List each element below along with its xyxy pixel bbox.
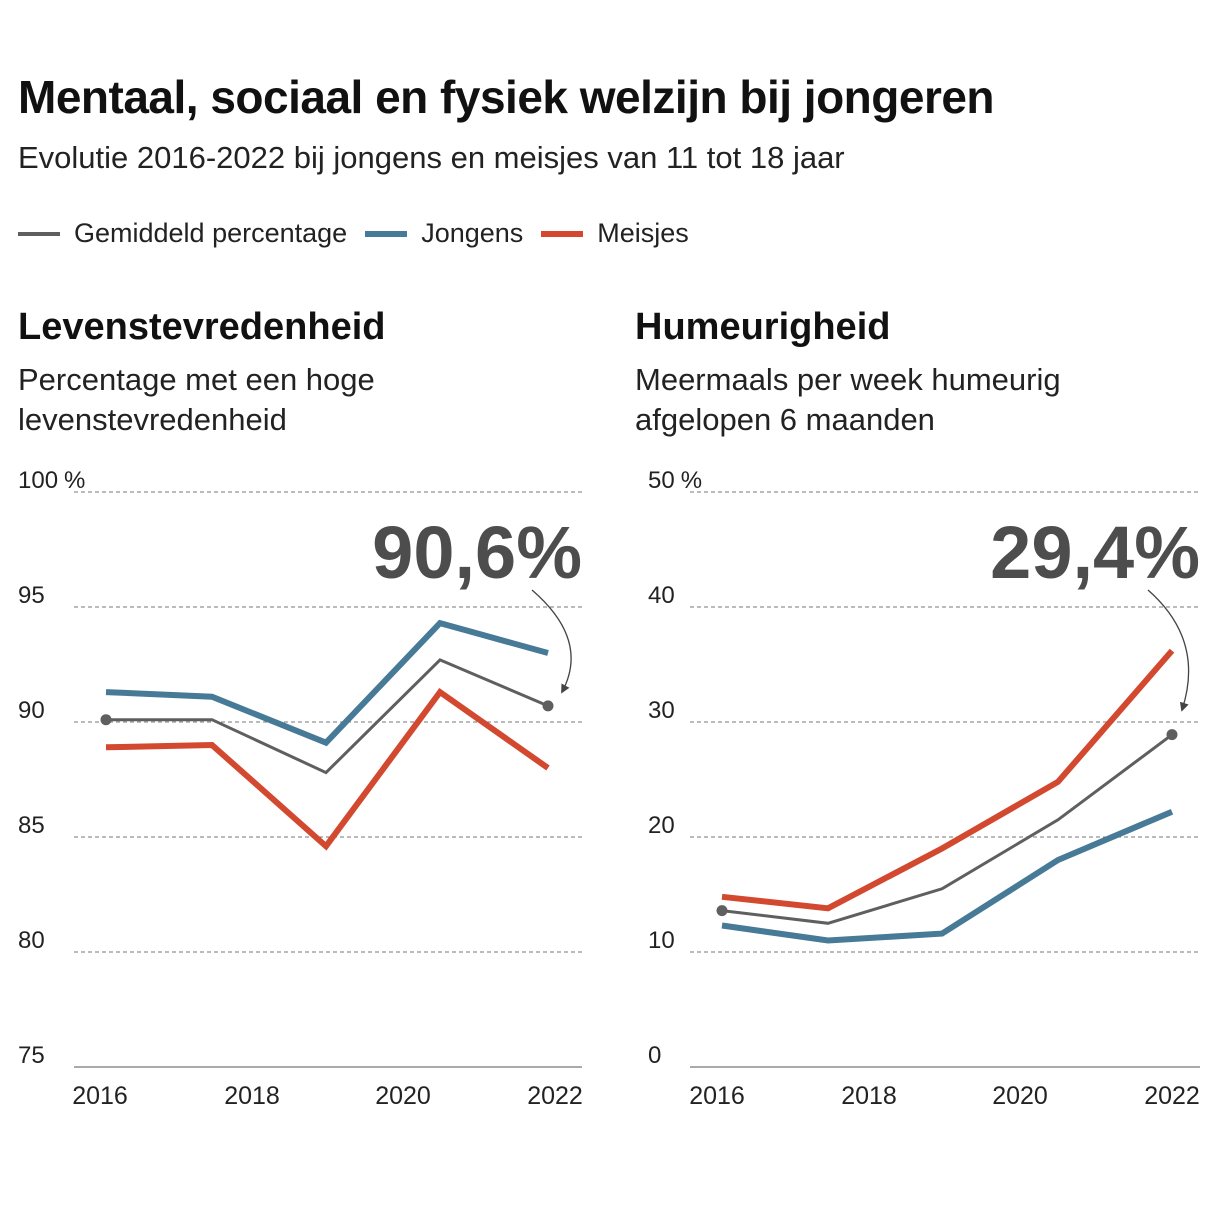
- end-dot-humeurigheid: [1166, 729, 1178, 741]
- series-line-humeurigheid-girls: [721, 648, 1175, 912]
- xtick-label-humeurigheid-2018: 2018: [841, 1082, 897, 1110]
- legend-label-average: Gemiddeld percentage: [74, 218, 348, 248]
- legend-label-girls: Meisjes: [597, 218, 689, 248]
- callout-arrow-levenstevredenheid: [531, 589, 572, 694]
- xtick-label-levenstevredenheid-2022: 2022: [527, 1082, 583, 1110]
- ytick-label-humeurigheid-10: 10: [648, 927, 675, 954]
- series-line-levenstevredenheid-girls: [105, 687, 550, 851]
- xtick-label-levenstevredenheid-2020: 2020: [375, 1082, 431, 1110]
- panel-subtitle-levenstevredenheid-line2: levenstevredenheid: [18, 402, 287, 437]
- ytick-label-humeurigheid-40: 40: [648, 582, 675, 609]
- panel-subtitle-humeurigheid-line1: Meermaals per week humeurig: [635, 362, 1061, 397]
- legend-item-average: Gemiddeld percentage: [18, 218, 347, 249]
- ytick-label-humeurigheid-50: 50%: [648, 467, 702, 494]
- panel-title-levenstevredenheid: Levenstevredenheid: [18, 306, 386, 348]
- chart-title: Mentaal, sociaal en fysiek welzijn bij j…: [18, 71, 995, 123]
- xtick-label-humeurigheid-2016: 2016: [689, 1082, 745, 1110]
- series-line-levenstevredenheid-boys: [105, 619, 549, 747]
- legend-item-boys: Jongens: [365, 218, 523, 249]
- xtick-label-humeurigheid-2020: 2020: [992, 1082, 1048, 1110]
- panel-title-humeurigheid: Humeurigheid: [635, 306, 891, 348]
- legend-swatch-average: [18, 231, 60, 236]
- panel-subtitle-humeurigheid-line2: afgelopen 6 maanden: [635, 402, 935, 437]
- ytick-label-humeurigheid-20: 20: [648, 812, 675, 839]
- callout-value-humeurigheid: 29,4%: [990, 511, 1200, 594]
- start-dot-humeurigheid: [716, 905, 728, 917]
- start-dot-levenstevredenheid: [100, 714, 112, 726]
- legend-label-boys: Jongens: [421, 218, 524, 248]
- ytick-label-levenstevredenheid-75: 75: [18, 1042, 45, 1069]
- callout-arrow-humeurigheid: [1147, 589, 1190, 712]
- legend-item-girls: Meisjes: [541, 218, 689, 249]
- panel-subtitle-levenstevredenheid-line1: Percentage met een hoge: [18, 362, 375, 397]
- series-line-levenstevredenheid-average: [106, 658, 549, 775]
- ytick-label-levenstevredenheid-80: 80: [18, 927, 45, 954]
- xtick-label-humeurigheid-2022: 2022: [1144, 1082, 1200, 1110]
- ytick-label-humeurigheid-0: 0: [648, 1042, 661, 1069]
- series-line-humeurigheid-average: [721, 733, 1173, 925]
- ytick-label-humeurigheid-30: 30: [648, 697, 675, 724]
- series-line-humeurigheid-boys: [721, 808, 1174, 944]
- end-dot-levenstevredenheid: [542, 700, 554, 712]
- legend: Gemiddeld percentage Jongens Meisjes: [18, 218, 707, 249]
- callout-value-levenstevredenheid: 90,6%: [372, 511, 582, 594]
- legend-swatch-boys: [365, 230, 408, 237]
- xtick-label-levenstevredenheid-2016: 2016: [72, 1082, 128, 1110]
- xtick-label-levenstevredenheid-2018: 2018: [224, 1082, 280, 1110]
- chart-subtitle: Evolutie 2016-2022 bij jongens en meisje…: [18, 140, 845, 175]
- ytick-label-levenstevredenheid-100: 100%: [18, 467, 85, 494]
- legend-swatch-girls: [541, 230, 584, 237]
- ytick-label-levenstevredenheid-85: 85: [18, 812, 45, 839]
- ytick-label-levenstevredenheid-90: 90: [18, 697, 45, 724]
- ytick-label-levenstevredenheid-95: 95: [18, 582, 45, 609]
